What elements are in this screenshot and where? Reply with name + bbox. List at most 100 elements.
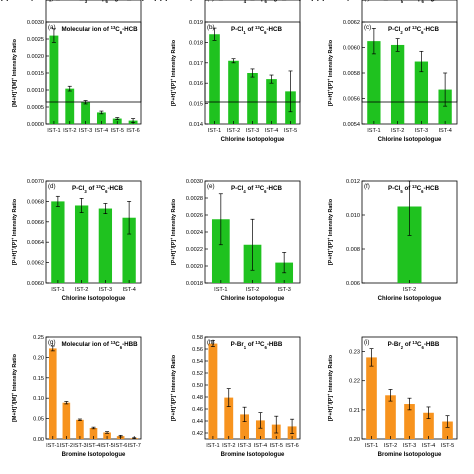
- panel-label: (g): [48, 339, 56, 346]
- y-tick-label: 0.0005: [27, 105, 44, 111]
- x-tick-label: IST-5: [100, 443, 113, 449]
- y-tick-label: 0.0026: [186, 213, 203, 219]
- plot-frame: [204, 336, 301, 440]
- title-part: P-Cl: [231, 26, 244, 33]
- title-part: of: [87, 185, 96, 192]
- title-part: P-Br: [231, 0, 245, 2]
- chart-title: P-Br4 of 13C6-HBB: [231, 0, 283, 4]
- bar: [81, 102, 91, 124]
- x-axis-title: Chlorine Isotopologue: [378, 137, 442, 143]
- title-part: 6: [264, 30, 267, 35]
- bar: [48, 348, 57, 439]
- ylabel-part: +: [11, 248, 15, 251]
- title-part: C: [101, 185, 106, 192]
- y-axis-title: [P+H]+/[P]+ Intensity Ratio: [327, 354, 334, 421]
- ylabel-part: /[M]: [12, 395, 18, 405]
- x-tick-label: IST-4: [254, 443, 267, 449]
- y-axis-title: [P+H]+/[P]+ Intensity Ratio: [299, 0, 366, 2]
- title-part: C: [260, 0, 265, 2]
- chart-panel: 0.1500.1550.1600.1650.170 IST-1 IST-2Bromi…: [299, 0, 458, 103]
- x-tick-label: IST-4: [438, 128, 451, 134]
- ylabel-part: +: [11, 89, 15, 92]
- bar: [438, 89, 452, 124]
- ylabel-part: [P+H]: [328, 407, 334, 421]
- x-tick-label: IST-1: [379, 0, 392, 2]
- ylabel-part: +: [170, 393, 174, 396]
- x-tick-label: IST-2: [403, 287, 416, 293]
- x-axis-title: Bromine Isotopologue: [378, 0, 442, 2]
- y-tick-label: 0.050: [189, 0, 203, 2]
- chart-title: P-Cl3 of 13C6-HCB: [72, 184, 123, 194]
- title-part: of: [246, 26, 255, 33]
- y-tick-label: 0.182: [30, 0, 44, 2]
- title-part: -HCB: [424, 26, 440, 33]
- x-tick-label: IST-4: [122, 0, 135, 2]
- x-tick-label: IST-2: [60, 443, 73, 449]
- y-tick-label: 0.58: [192, 335, 203, 341]
- x-tick-label: IST-1: [214, 0, 227, 2]
- title-part: 6: [120, 30, 123, 35]
- title-part: P-Br: [231, 341, 245, 348]
- bar: [255, 420, 265, 439]
- title-part: 13: [96, 184, 101, 189]
- ylabel-part: +: [11, 77, 15, 80]
- plot-frame: [361, 0, 458, 103]
- ylabel-part: +: [327, 78, 331, 81]
- ylabel-part: +: [327, 89, 331, 92]
- x-tick-label: IST-7: [128, 443, 141, 449]
- ylabel-part: /[P]: [328, 240, 334, 249]
- x-tick-label: IST-2: [246, 0, 259, 2]
- y-tick-label: 0.15: [33, 376, 44, 382]
- y-tick-label: 0.10: [33, 396, 44, 402]
- x-tick-label: IST-2: [246, 287, 259, 293]
- chart-title: Molecular ion of 13C6-HBB: [61, 340, 138, 350]
- x-axis-title: Chlorine Isotopologue: [221, 296, 285, 302]
- ylabel-part: /[P]: [328, 396, 334, 405]
- y-tick-label: 0.014: [189, 122, 203, 128]
- chart-title: P-Br5 of 13C6-HBB: [388, 0, 440, 4]
- plot-frame: [204, 0, 301, 103]
- y-tick-label: 0.180: [30, 0, 44, 2]
- title-part: 13: [412, 340, 417, 345]
- y-axis-title: [P+H]+/[P]+ Intensity Ratio: [170, 354, 177, 421]
- y-tick-label: 0.012: [346, 179, 360, 185]
- chart-panel: 0.0018 0.0020 0.0022 0.0024 0.0026 0.0028 0.00…: [170, 179, 301, 302]
- ylabel-part: [M+H]: [12, 92, 18, 107]
- title-part: of: [246, 185, 255, 192]
- chart-panel: 0.1780.1800.1820.1840.186 IST-1 IST-2 IST-3…: [0, 0, 142, 103]
- bar: [76, 419, 84, 439]
- y-tick-label: 0.20: [349, 437, 360, 443]
- title-part: of: [246, 0, 255, 2]
- bar: [224, 397, 234, 439]
- y-tick-label: 0.0060: [343, 46, 360, 52]
- y-tick-label: 0.0018: [186, 281, 203, 287]
- bar: [247, 73, 258, 124]
- ylabel-part: /[P]: [328, 81, 334, 90]
- y-tick-label: 0.0064: [27, 240, 44, 246]
- y-tick-label: 0.0056: [343, 97, 360, 103]
- title-part: of: [87, 0, 96, 2]
- y-tick-label: 0.0010: [27, 88, 44, 94]
- title-part: C: [260, 341, 265, 348]
- y-tick-label: 0.008: [346, 247, 360, 253]
- ylabel-part: +: [170, 237, 174, 240]
- x-tick-label: IST-2: [391, 128, 404, 134]
- panel-label: (a): [48, 24, 56, 31]
- chart-panel: 0.014 0.015 0.016 0.017 0.018 0.019 IST-1 IST-2…: [170, 20, 301, 143]
- ylabel-part: Intensity Ratio: [171, 354, 177, 393]
- y-axis-title: [P+H]+/[P]+ Intensity Ratio: [327, 39, 334, 106]
- y-tick-label: 0.0068: [27, 199, 44, 205]
- bar: [240, 414, 250, 439]
- ylabel-part: +: [327, 393, 331, 396]
- ylabel-part: Intensity Ratio: [328, 198, 334, 237]
- x-tick-label: IST-5: [441, 443, 454, 449]
- y-tick-label: 0.0066: [27, 220, 44, 226]
- bar: [209, 34, 220, 124]
- title-part: C: [101, 0, 106, 2]
- ylabel-part: +: [327, 404, 331, 407]
- title-part: C: [417, 26, 422, 33]
- ylabel-part: /[P]: [0, 0, 8, 2]
- y-tick-label: 0.017: [189, 61, 203, 67]
